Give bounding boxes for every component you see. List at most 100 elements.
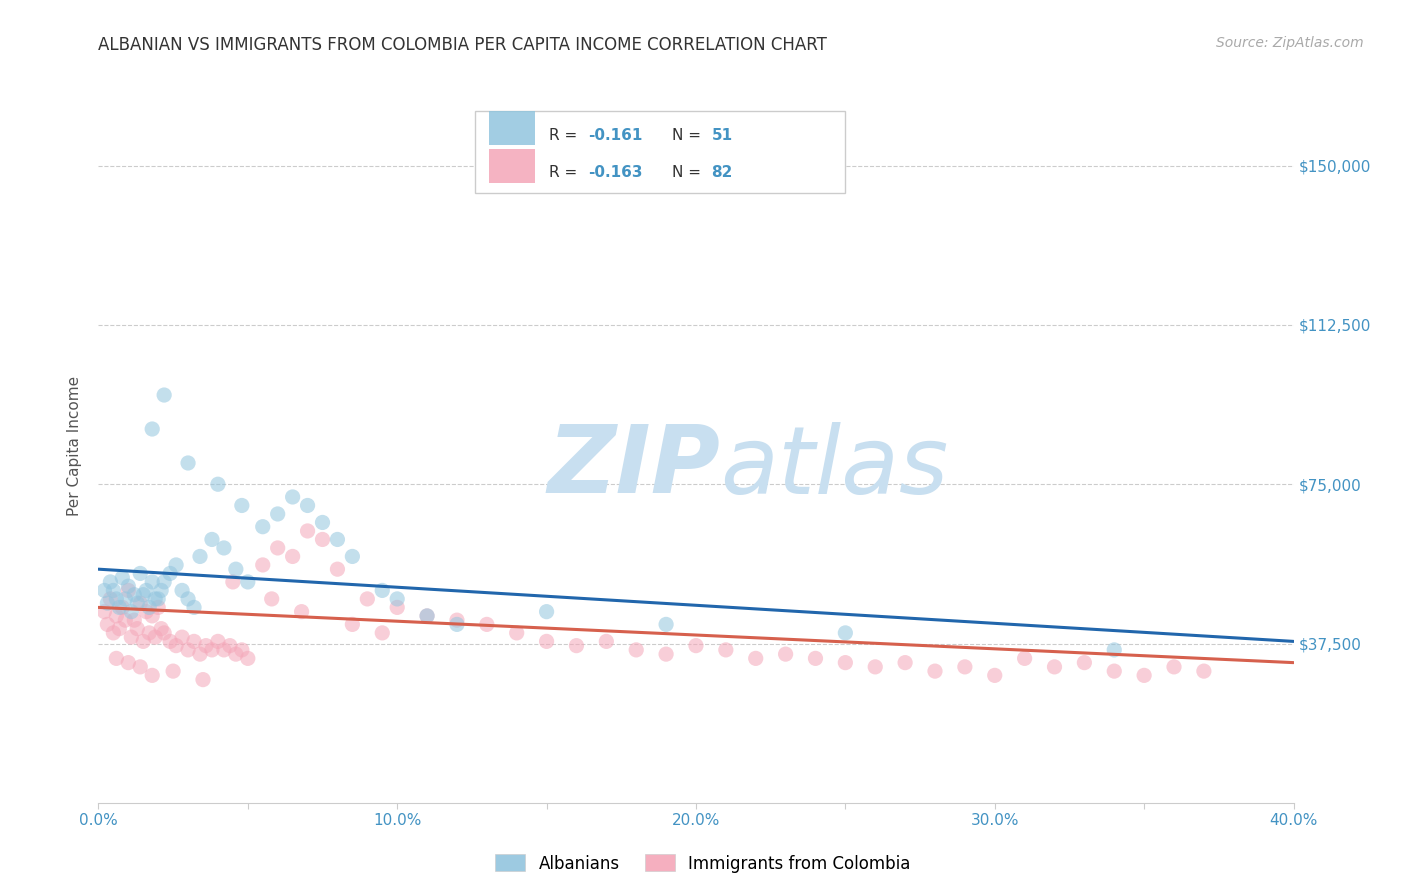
Point — [105, 651, 128, 665]
Text: N =: N = — [672, 128, 706, 143]
Point — [291, 605, 314, 619]
Point — [183, 634, 205, 648]
Point — [326, 562, 349, 576]
Point — [153, 388, 176, 402]
Text: ZIP: ZIP — [547, 421, 720, 514]
Point — [141, 574, 163, 589]
Point — [201, 643, 224, 657]
Point — [188, 647, 211, 661]
Point — [195, 639, 218, 653]
Point — [148, 591, 170, 606]
Point — [111, 600, 134, 615]
Text: R =: R = — [548, 166, 582, 180]
Point — [1014, 651, 1036, 665]
FancyBboxPatch shape — [489, 111, 534, 145]
Point — [1104, 664, 1126, 678]
Point — [117, 583, 139, 598]
Point — [212, 541, 235, 555]
Text: 82: 82 — [711, 166, 733, 180]
Point — [100, 591, 122, 606]
FancyBboxPatch shape — [475, 111, 845, 193]
Point — [129, 660, 152, 674]
Point — [127, 622, 149, 636]
Point — [446, 613, 468, 627]
Text: atlas: atlas — [720, 422, 948, 513]
Point — [311, 516, 333, 530]
Point — [159, 634, 181, 648]
Point — [1104, 643, 1126, 657]
Point — [222, 574, 245, 589]
Text: ALBANIAN VS IMMIGRANTS FROM COLOMBIA PER CAPITA INCOME CORRELATION CHART: ALBANIAN VS IMMIGRANTS FROM COLOMBIA PER… — [98, 36, 827, 54]
Point — [96, 596, 118, 610]
Text: N =: N = — [672, 166, 706, 180]
Point — [260, 591, 283, 606]
Point — [1043, 660, 1066, 674]
Point — [342, 549, 364, 564]
Point — [1133, 668, 1156, 682]
Point — [475, 617, 498, 632]
Point — [371, 626, 394, 640]
Y-axis label: Per Capita Income: Per Capita Income — [67, 376, 83, 516]
Point — [108, 600, 131, 615]
Point — [132, 588, 155, 602]
Point — [416, 608, 439, 623]
Point — [188, 549, 211, 564]
Point — [281, 490, 304, 504]
Point — [141, 608, 163, 623]
Point — [135, 583, 157, 598]
Point — [356, 591, 378, 606]
Point — [135, 605, 157, 619]
Point — [108, 622, 131, 636]
Point — [103, 583, 125, 598]
Point — [93, 583, 115, 598]
Point — [714, 643, 737, 657]
Legend: Albanians, Immigrants from Colombia: Albanians, Immigrants from Colombia — [489, 847, 917, 880]
Point — [231, 643, 253, 657]
Point — [124, 613, 146, 627]
Point — [894, 656, 917, 670]
Point — [172, 630, 194, 644]
Point — [685, 639, 707, 653]
Point — [177, 591, 200, 606]
Point — [105, 608, 128, 623]
Point — [201, 533, 224, 547]
Point — [141, 668, 163, 682]
Point — [385, 591, 409, 606]
Point — [655, 647, 678, 661]
Point — [385, 600, 409, 615]
Point — [114, 613, 136, 627]
Point — [775, 647, 797, 661]
Point — [127, 596, 149, 610]
Point — [162, 664, 184, 678]
Point — [129, 596, 152, 610]
Point — [953, 660, 976, 674]
Point — [111, 571, 134, 585]
Point — [297, 499, 319, 513]
Text: R =: R = — [548, 128, 582, 143]
Point — [177, 456, 200, 470]
Point — [117, 579, 139, 593]
Point — [219, 639, 242, 653]
Point — [536, 634, 558, 648]
Point — [183, 600, 205, 615]
Point — [506, 626, 529, 640]
Point — [100, 574, 122, 589]
Point — [225, 562, 247, 576]
Point — [207, 634, 229, 648]
Text: -0.163: -0.163 — [589, 166, 643, 180]
FancyBboxPatch shape — [489, 149, 534, 183]
Text: -0.161: -0.161 — [589, 128, 643, 143]
Point — [153, 626, 176, 640]
Point — [231, 499, 253, 513]
Point — [446, 617, 468, 632]
Point — [148, 600, 170, 615]
Point — [834, 656, 856, 670]
Point — [236, 574, 259, 589]
Point — [103, 626, 125, 640]
Point — [342, 617, 364, 632]
Point — [138, 626, 160, 640]
Point — [225, 647, 247, 661]
Point — [150, 583, 173, 598]
Point — [326, 533, 349, 547]
Point — [804, 651, 827, 665]
